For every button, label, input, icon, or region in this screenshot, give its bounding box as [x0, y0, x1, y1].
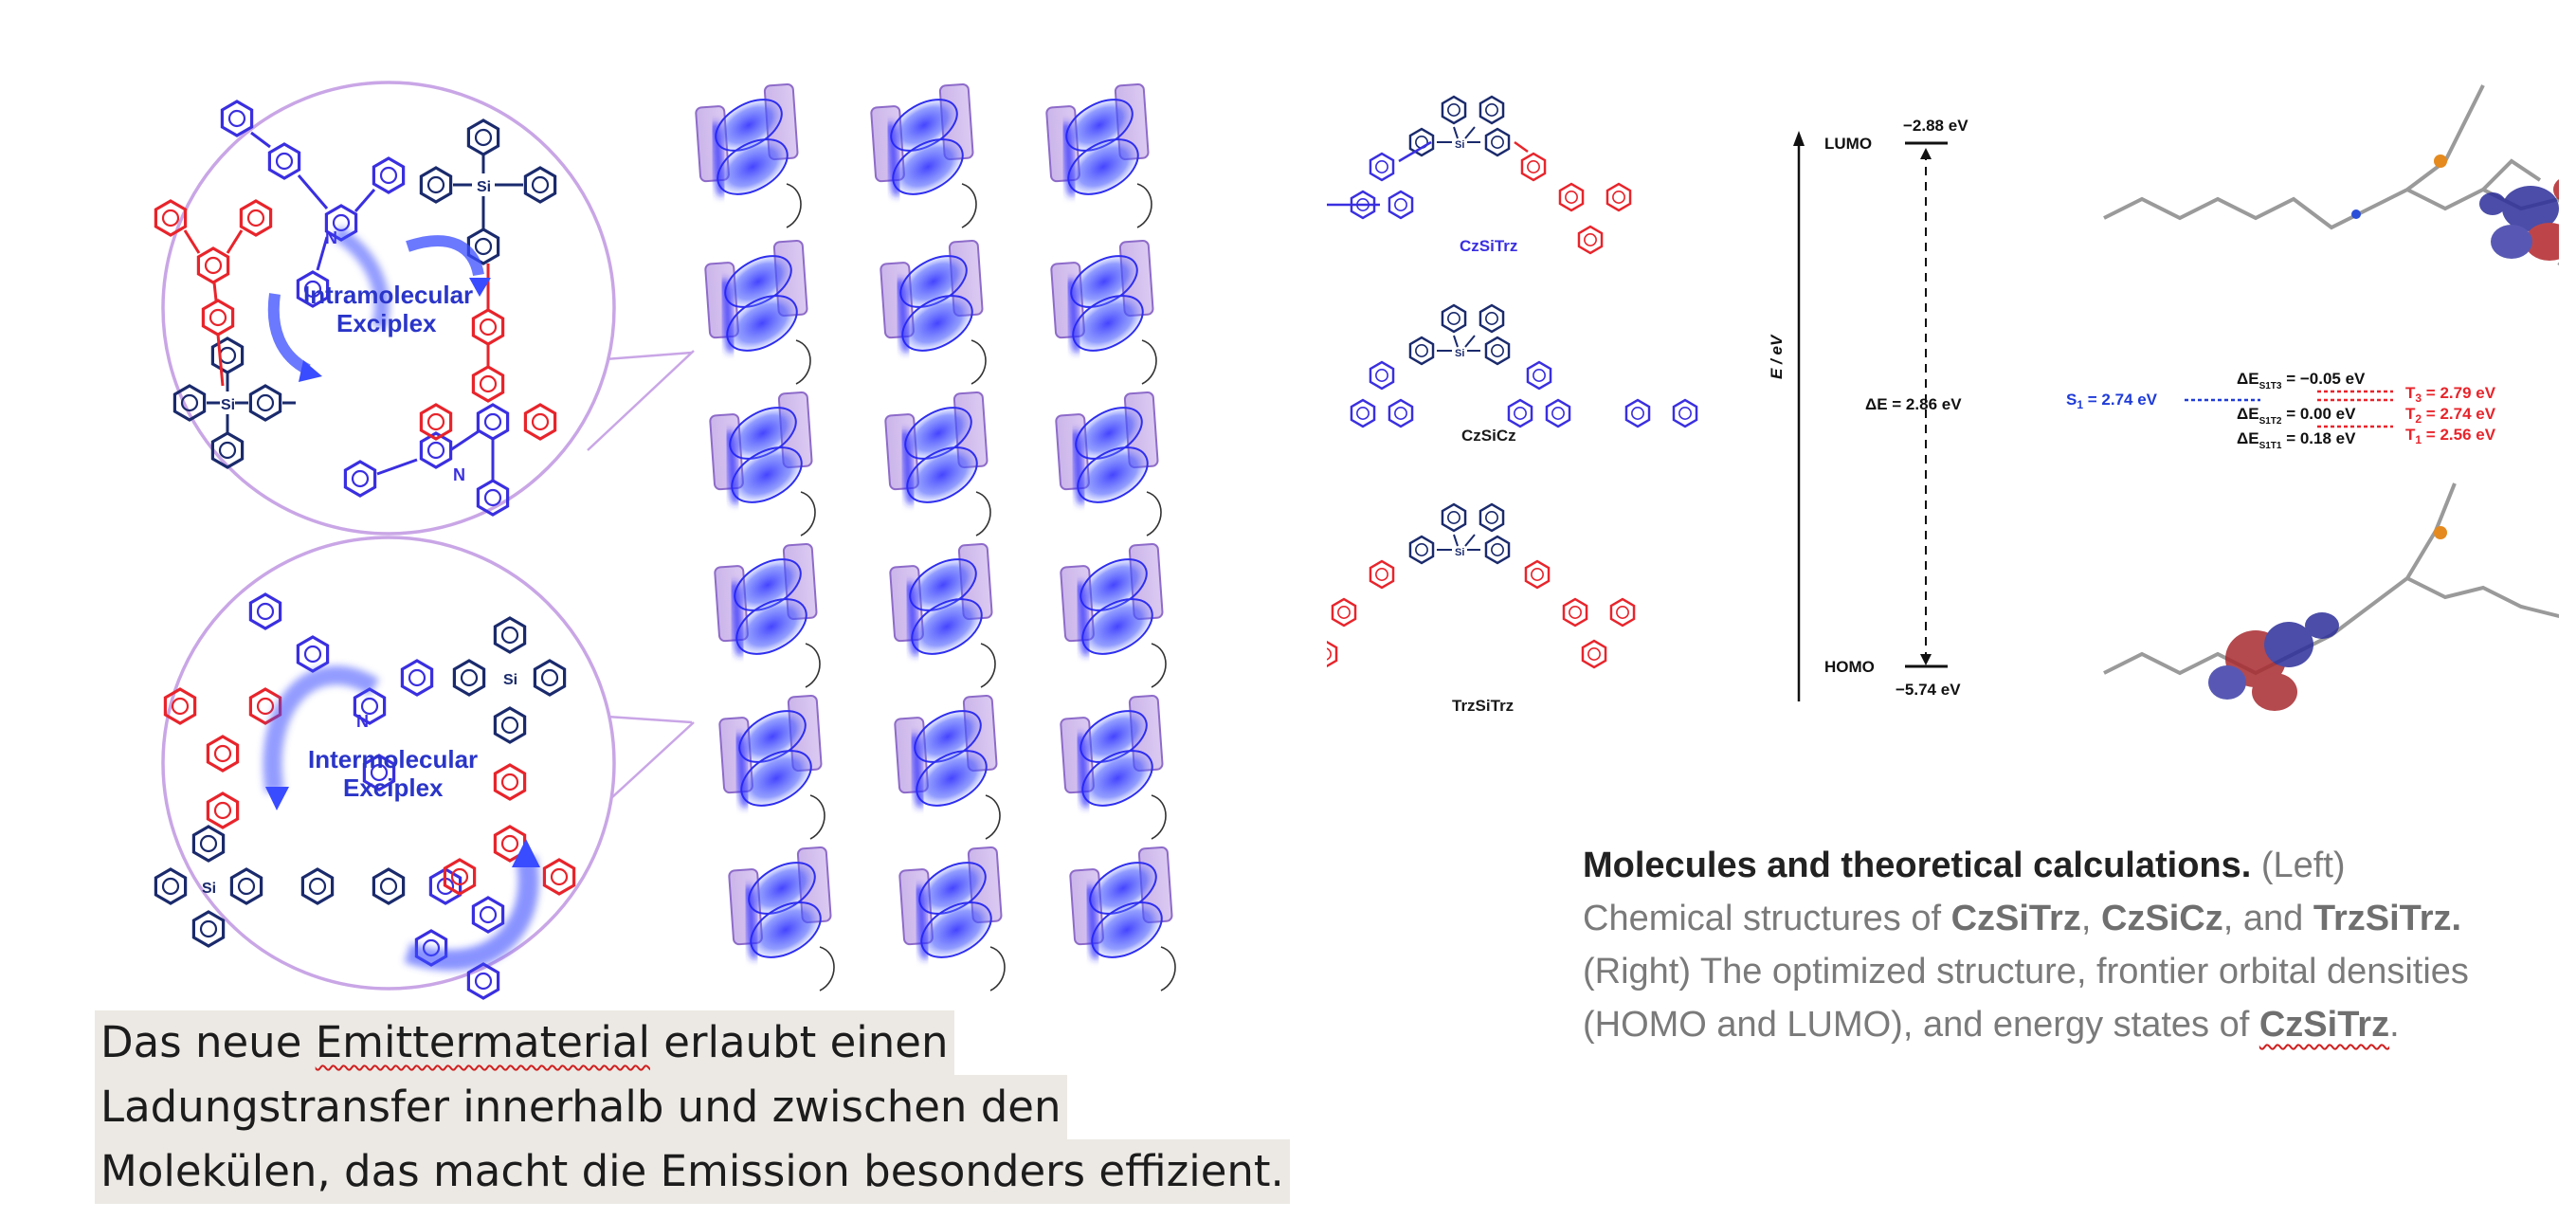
energy-diagram: E / eV LUMO −2.88 eV HOMO −5.74 eV ΔE = … [1768, 117, 2496, 701]
german-caption: Das neue Emittermaterial erlaubt einen L… [95, 1010, 1327, 1204]
t2-energy: T2 = 2.74 eV [2405, 405, 2496, 426]
intermolecular-callout: N Si Si Intermole [154, 536, 616, 1000]
homo-value: −5.74 eV [1896, 681, 1961, 699]
delta-e-s1t3: ΔES1T3 = −0.05 eV [2237, 370, 2366, 391]
molecules-and-energy-figure: Si CzSiTrz Si [1226, 47, 2576, 768]
intermolecular-label-line2: Exciplex [343, 773, 444, 802]
t3-energy: T3 = 2.79 eV [2405, 384, 2496, 405]
molecule-name: CzSiTrz [1950, 899, 2081, 938]
silicon-atom-label: Si [477, 179, 491, 195]
german-caption-line3: Molekülen, das macht die Emission besond… [95, 1139, 1290, 1204]
molecule-name: CzSiCz [2100, 899, 2223, 938]
molecule-name: CzSiTrz [2259, 1005, 2390, 1045]
molecule-trzsitrz: Si TrzSiTrz [1283, 504, 1636, 715]
t1-energy: T1 = 2.56 eV [2405, 426, 2496, 446]
s1-energy: S1 = 2.74 eV [2066, 391, 2158, 411]
lumo-value: −2.88 eV [1903, 117, 1968, 135]
intramolecular-label-line2: Exciplex [336, 309, 437, 337]
intramolecular-callout: N N Si Si [154, 81, 616, 536]
exciplex-illustration: N N Si Si [95, 43, 1251, 1010]
silicon-atom-label: Si [1455, 139, 1464, 151]
silicon-atom-label: Si [202, 881, 216, 897]
lumo-orbital-structure [2103, 84, 2576, 267]
molecule-label-czsitrz: CzSiTrz [1460, 237, 1517, 255]
nitrogen-atom-label: N [453, 465, 465, 484]
energy-axis-label: E / eV [1768, 334, 1786, 379]
silicon-atom-label: Si [1455, 348, 1464, 359]
spellcheck-word: Emittermaterial [315, 1017, 650, 1067]
lumo-label: LUMO [1824, 135, 1872, 153]
delta-e-s1t2: ΔES1T2 = 0.00 eV [2237, 405, 2356, 427]
molecule-label-trzsitrz: TrzSiTrz [1452, 697, 1514, 715]
silicon-atom-label: Si [221, 397, 235, 413]
molecular-lattice [696, 84, 1175, 991]
silicon-atom-label: Si [503, 672, 517, 688]
intramolecular-label-line1: Intramolecular [303, 281, 473, 309]
delta-e-s1t1: ΔES1T1 = 0.18 eV [2237, 429, 2356, 451]
homo-label: HOMO [1824, 658, 1875, 676]
molecule-czsitrz: Si CzSiTrz [1226, 97, 1632, 255]
caption-heading: Molecules and theoretical calculations. [1583, 846, 2252, 885]
molecule-czsicz: Si CzSiCz [1226, 305, 1698, 445]
german-caption-line2: Ladungstransfer innerhalb und zwischen d… [95, 1075, 1067, 1139]
molecule-label-czsicz: CzSiCz [1461, 427, 1516, 445]
nitrogen-atom-label: N [356, 712, 369, 731]
homo-orbital-structure [2103, 482, 2576, 711]
molecule-name: TrzSiTrz. [2313, 899, 2462, 938]
energy-gap: ΔE = 2.86 eV [1865, 395, 1962, 413]
intermolecular-label-line1: Intermolecular [308, 745, 478, 773]
nitrogen-atom-label: N [325, 228, 337, 247]
german-caption-line1: Das neue Emittermaterial erlaubt einen [95, 1010, 954, 1075]
silicon-atom-label: Si [1455, 547, 1464, 558]
english-caption: Molecules and theoretical calculations. … [1583, 846, 2469, 1045]
